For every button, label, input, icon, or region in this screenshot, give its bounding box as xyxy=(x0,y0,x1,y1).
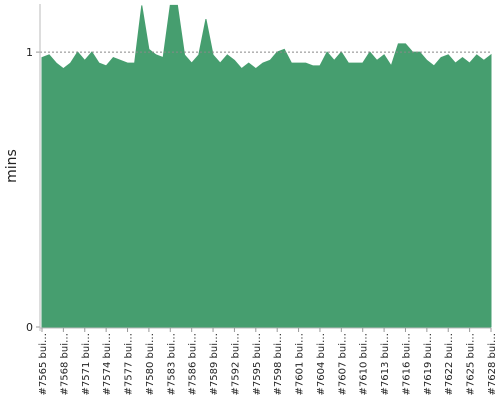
x-tick-label: #7613 bui… xyxy=(380,333,391,395)
x-tick-label: #7592 bui… xyxy=(230,333,241,395)
x-tick-label: #7574 bui… xyxy=(102,333,113,395)
x-tick-label: #7565 bui… xyxy=(38,333,49,395)
x-tick-label: #7571 bui… xyxy=(81,333,92,395)
y-tick-label: 1 xyxy=(26,46,33,59)
x-tick-label: #7586 bui… xyxy=(188,333,199,395)
y-axis-label: mins xyxy=(4,149,20,183)
x-tick-label: #7619 bui… xyxy=(423,333,434,395)
x-tick-label: #7601 bui… xyxy=(295,333,306,395)
x-tick-label: #7625 bui… xyxy=(466,333,477,395)
y-tick-label: 0 xyxy=(26,321,33,334)
x-tick-label: #7595 bui… xyxy=(252,333,263,395)
x-tick-label: #7583 bui… xyxy=(166,333,177,395)
x-tick-label: #7616 bui… xyxy=(401,333,412,395)
x-tick-label: #7610 bui… xyxy=(359,333,370,395)
x-tick-label: #7580 bui… xyxy=(145,333,156,395)
x-tick-label: #7577 bui… xyxy=(124,333,135,395)
x-tick-label: #7568 bui… xyxy=(59,333,70,395)
x-tick-label: #7607 bui… xyxy=(337,333,348,395)
x-tick-label: #7628 bui… xyxy=(487,333,498,395)
x-tick-label: #7604 bui… xyxy=(316,333,327,395)
x-tick-label: #7622 bui… xyxy=(444,333,455,395)
area xyxy=(41,4,492,328)
x-tick-label: #7589 bui… xyxy=(209,333,220,395)
x-tick-label: #7598 bui… xyxy=(273,333,284,395)
